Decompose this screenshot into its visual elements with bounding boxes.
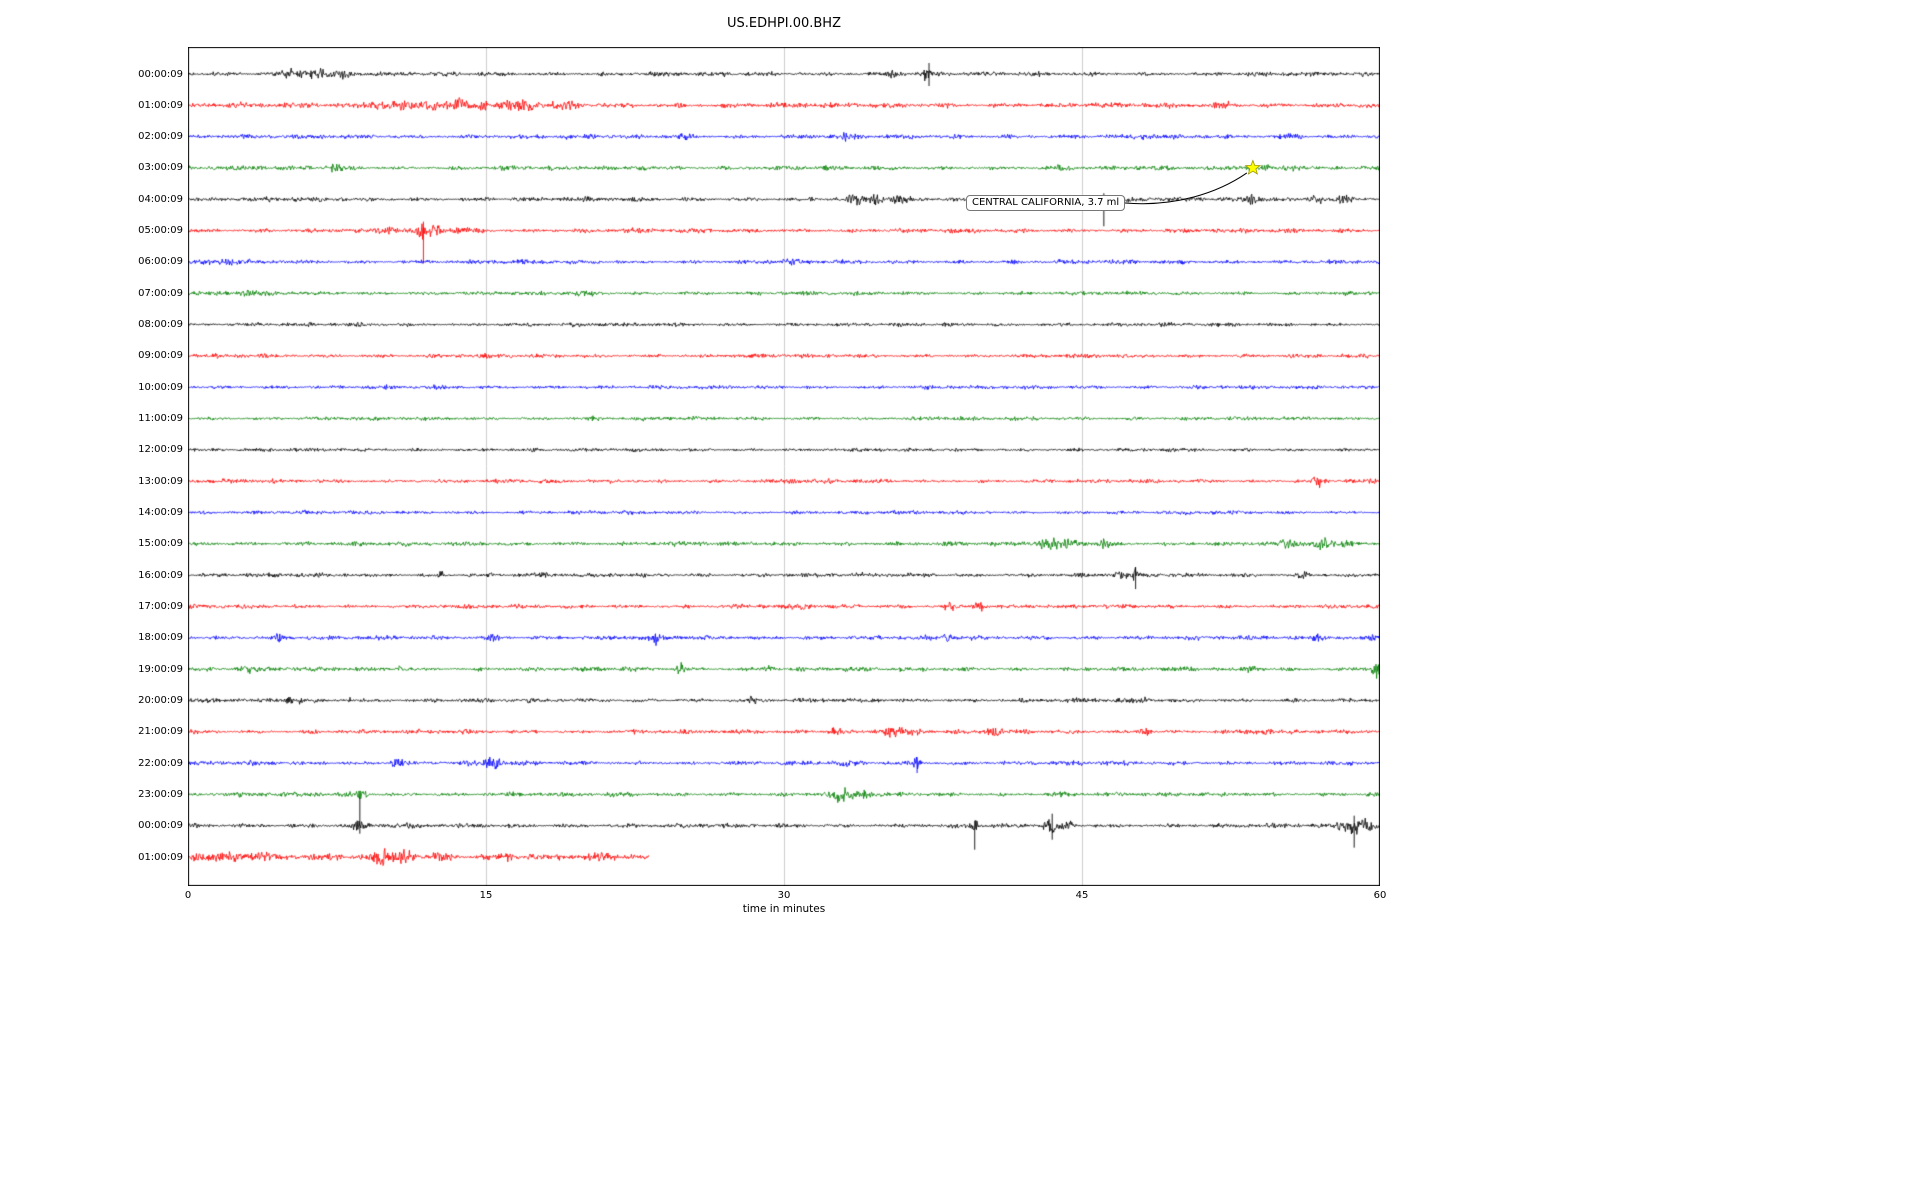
row-time-label: 15:00:09: [138, 538, 183, 550]
row-time-label: 04:00:09: [138, 193, 183, 205]
row-time-label: 03:00:09: [138, 162, 183, 174]
row-time-label: 12:00:09: [138, 444, 183, 456]
row-time-label: 00:00:09: [138, 68, 183, 80]
x-tick-label: 30: [777, 890, 791, 901]
event-annotation: CENTRAL CALIFORNIA, 3.7 ml: [966, 195, 1126, 211]
x-axis-label: time in minutes: [742, 903, 826, 915]
row-time-label: 07:00:09: [138, 287, 183, 299]
row-time-label: 11:00:09: [138, 413, 183, 425]
x-tick-label: 45: [1075, 890, 1089, 901]
row-time-label: 01:00:09: [138, 851, 183, 863]
row-time-label: 22:00:09: [138, 757, 183, 769]
row-time-label: 14:00:09: [138, 506, 183, 518]
row-time-label: 19:00:09: [138, 663, 183, 675]
x-tick-label: 15: [479, 890, 493, 901]
row-time-label: 16:00:09: [138, 569, 183, 581]
row-time-label: 13:00:09: [138, 475, 183, 487]
row-time-label: 06:00:09: [138, 256, 183, 268]
x-tick-label: 0: [184, 890, 192, 901]
row-time-label: 01:00:09: [138, 99, 183, 111]
x-tick-label: 60: [1373, 890, 1387, 901]
seismogram-canvas: [188, 47, 1380, 886]
row-time-label: 18:00:09: [138, 632, 183, 644]
row-time-label: 08:00:09: [138, 319, 183, 331]
row-time-label: 17:00:09: [138, 600, 183, 612]
row-time-label: 09:00:09: [138, 350, 183, 362]
row-time-label: 20:00:09: [138, 694, 183, 706]
row-time-label: 00:00:09: [138, 820, 183, 832]
row-time-label: 10:00:09: [138, 381, 183, 393]
chart-title: US.EDHPI.00.BHZ: [727, 16, 841, 31]
row-time-label: 21:00:09: [138, 726, 183, 738]
row-time-label: 05:00:09: [138, 225, 183, 237]
row-time-label: 23:00:09: [138, 788, 183, 800]
row-time-label: 02:00:09: [138, 131, 183, 143]
